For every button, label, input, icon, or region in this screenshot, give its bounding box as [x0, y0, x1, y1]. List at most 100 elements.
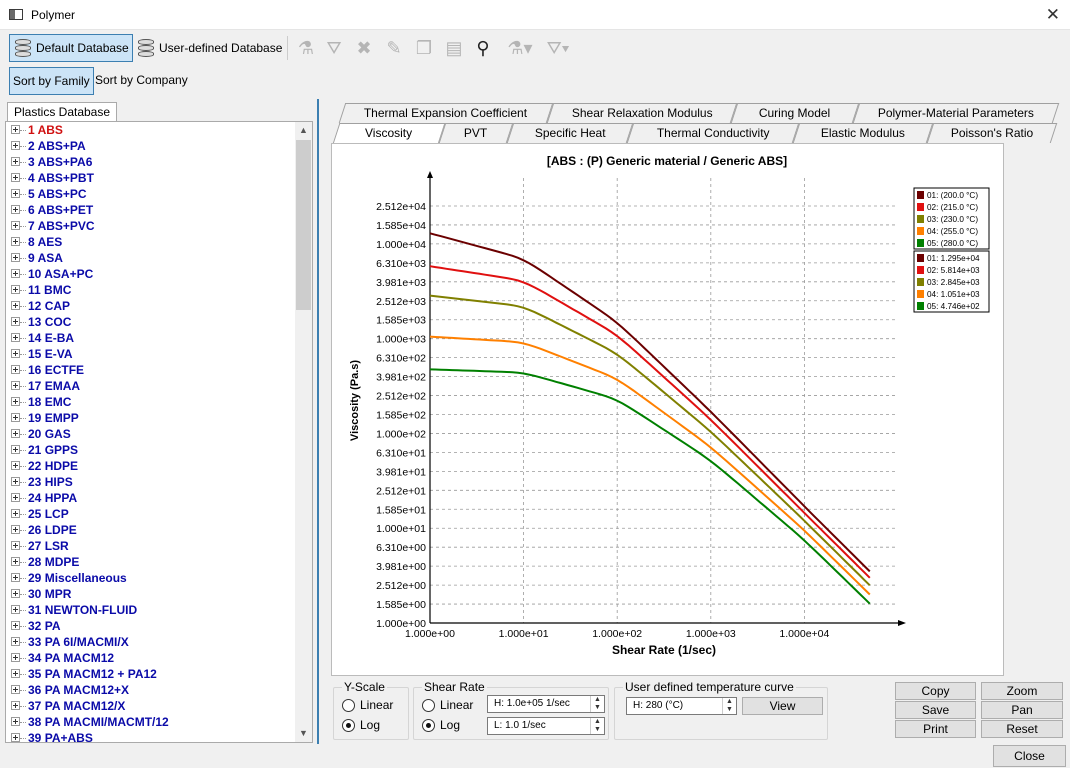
tree-item[interactable]: 29 Miscellaneous	[6, 570, 296, 586]
expand-plus-icon[interactable]	[11, 349, 20, 358]
viscosity-chart[interactable]: [ABS : (P) Generic material / Generic AB…	[332, 144, 1003, 675]
expand-plus-icon[interactable]	[11, 685, 20, 694]
expand-plus-icon[interactable]	[11, 173, 20, 182]
tree-item[interactable]: 37 PA MACM12/X	[6, 698, 296, 714]
expand-plus-icon[interactable]	[11, 589, 20, 598]
expand-plus-icon[interactable]	[11, 269, 20, 278]
reset-button[interactable]: Reset	[981, 720, 1063, 738]
expand-plus-icon[interactable]	[11, 733, 20, 742]
tree-item[interactable]: 12 CAP	[6, 298, 296, 314]
tree-item[interactable]: 27 LSR	[6, 538, 296, 554]
tree-item[interactable]: 38 PA MACMI/MACMT/12	[6, 714, 296, 730]
tree-item[interactable]: 35 PA MACM12 + PA12	[6, 666, 296, 682]
shear-rate-linear-radio[interactable]: Linear	[422, 698, 473, 712]
tree-item[interactable]: 34 PA MACM12	[6, 650, 296, 666]
tree-item[interactable]: 28 MDPE	[6, 554, 296, 570]
expand-plus-icon[interactable]	[11, 477, 20, 486]
tab-polymer-material-parameters[interactable]: Polymer-Material Parameters	[852, 103, 1060, 123]
tab-shear-relaxation[interactable]: Shear Relaxation Modulus	[546, 103, 738, 123]
expand-plus-icon[interactable]	[11, 461, 20, 470]
expand-plus-icon[interactable]	[11, 445, 20, 454]
expand-plus-icon[interactable]	[11, 125, 20, 134]
expand-plus-icon[interactable]	[11, 333, 20, 342]
temperature-input[interactable]: H: 280 (°C) ▲ ▼	[626, 697, 737, 715]
expand-plus-icon[interactable]	[11, 413, 20, 422]
tree-item[interactable]: 16 ECTFE	[6, 362, 296, 378]
tab-thermal-conductivity[interactable]: Thermal Conductivity	[626, 123, 800, 143]
expand-plus-icon[interactable]	[11, 701, 20, 710]
tree-item[interactable]: 30 MPR	[6, 586, 296, 602]
expand-plus-icon[interactable]	[11, 525, 20, 534]
paste-icon[interactable]: ▤	[445, 38, 463, 58]
y-scale-log-radio[interactable]: Log	[342, 718, 380, 732]
tree-item[interactable]: 10 ASA+PC	[6, 266, 296, 282]
spinner-arrows-icon[interactable]: ▲ ▼	[590, 718, 604, 734]
tree-item[interactable]: 13 COC	[6, 314, 296, 330]
tree-item[interactable]: 20 GAS	[6, 426, 296, 442]
tree-item[interactable]: 2 ABS+PA	[6, 138, 296, 154]
pan-button[interactable]: Pan	[981, 701, 1063, 719]
expand-plus-icon[interactable]	[11, 429, 20, 438]
tree-item[interactable]: 31 NEWTON-FLUID	[6, 602, 296, 618]
y-scale-linear-radio[interactable]: Linear	[342, 698, 393, 712]
expand-plus-icon[interactable]	[11, 717, 20, 726]
sort-by-family-button[interactable]: Sort by Family	[9, 67, 94, 95]
spinner-arrows-icon[interactable]: ▲ ▼	[590, 696, 604, 712]
tree-item[interactable]: 39 PA+ABS	[6, 730, 296, 742]
tree-item[interactable]: 11 BMC	[6, 282, 296, 298]
expand-plus-icon[interactable]	[11, 541, 20, 550]
expand-plus-icon[interactable]	[11, 573, 20, 582]
close-window-icon[interactable]: ✕	[1045, 5, 1060, 24]
tab-plastics-database[interactable]: Plastics Database	[7, 102, 117, 122]
tree-item[interactable]: 15 E-VA	[6, 346, 296, 362]
tree-item[interactable]: 33 PA 6I/MACMI/X	[6, 634, 296, 650]
expand-plus-icon[interactable]	[11, 557, 20, 566]
edit-icon[interactable]: ✎	[386, 38, 402, 58]
tree-item[interactable]: 23 HIPS	[6, 474, 296, 490]
shear-rate-low-input[interactable]: L: 1.0 1/sec ▲ ▼	[487, 717, 605, 735]
tree-item[interactable]: 21 GPPS	[6, 442, 296, 458]
expand-plus-icon[interactable]	[11, 237, 20, 246]
add-filter-icon[interactable]: ⛛	[326, 38, 342, 58]
copy-button[interactable]: Copy	[895, 682, 976, 700]
sort-by-company-button[interactable]: Sort by Company	[95, 73, 188, 87]
tab-viscosity[interactable]: Viscosity	[332, 123, 446, 144]
expand-plus-icon[interactable]	[11, 605, 20, 614]
spinner-arrows-icon[interactable]: ▲ ▼	[722, 698, 736, 714]
shear-rate-high-input[interactable]: H: 1.0e+05 1/sec ▲ ▼	[487, 695, 605, 713]
expand-plus-icon[interactable]	[11, 253, 20, 262]
add-material-icon[interactable]: ⚗	[297, 38, 315, 58]
tab-thermal-expansion[interactable]: Thermal Expansion Coefficient	[338, 103, 554, 123]
delete-icon[interactable]: ✖	[356, 38, 372, 58]
compare-dropdown-icon[interactable]: ⚗▾	[507, 38, 533, 58]
expand-plus-icon[interactable]	[11, 621, 20, 630]
expand-plus-icon[interactable]	[11, 381, 20, 390]
tree-item[interactable]: 24 HPPA	[6, 490, 296, 506]
tree-item[interactable]: 26 LDPE	[6, 522, 296, 538]
expand-plus-icon[interactable]	[11, 397, 20, 406]
default-database-button[interactable]: Default Database	[9, 34, 133, 62]
tree-item[interactable]: 36 PA MACM12+X	[6, 682, 296, 698]
scroll-up-icon[interactable]: ▲	[299, 125, 308, 135]
print-button[interactable]: Print	[895, 720, 976, 738]
tree-item[interactable]: 25 LCP	[6, 506, 296, 522]
tree-item[interactable]: 4 ABS+PBT	[6, 170, 296, 186]
tree-item[interactable]: 9 ASA	[6, 250, 296, 266]
tree-item[interactable]: 17 EMAA	[6, 378, 296, 394]
tree-item[interactable]: 3 ABS+PA6	[6, 154, 296, 170]
expand-plus-icon[interactable]	[11, 493, 20, 502]
scroll-down-icon[interactable]: ▼	[299, 728, 308, 738]
shear-rate-log-radio[interactable]: Log	[422, 718, 460, 732]
tab-elastic-modulus[interactable]: Elastic Modulus	[792, 123, 934, 143]
expand-plus-icon[interactable]	[11, 669, 20, 678]
expand-plus-icon[interactable]	[11, 365, 20, 374]
scroll-thumb[interactable]	[296, 140, 311, 310]
zoom-button[interactable]: Zoom	[981, 682, 1063, 700]
view-button[interactable]: View	[742, 697, 823, 715]
tree-item[interactable]: 18 EMC	[6, 394, 296, 410]
tree-item[interactable]: 14 E-BA	[6, 330, 296, 346]
expand-plus-icon[interactable]	[11, 285, 20, 294]
tree-item[interactable]: 5 ABS+PC	[6, 186, 296, 202]
tree-scrollbar[interactable]: ▲ ▼	[295, 122, 312, 742]
expand-plus-icon[interactable]	[11, 157, 20, 166]
